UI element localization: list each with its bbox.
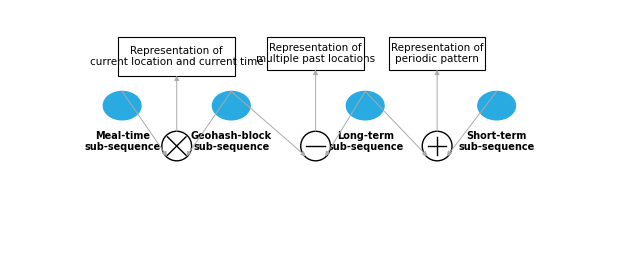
FancyBboxPatch shape (268, 37, 364, 70)
FancyBboxPatch shape (388, 37, 486, 70)
Text: Meal-time
sub-sequence: Meal-time sub-sequence (84, 131, 160, 152)
Ellipse shape (478, 91, 515, 120)
Ellipse shape (212, 91, 250, 120)
Text: Representation of
periodic pattern: Representation of periodic pattern (391, 42, 483, 64)
Text: Representation of
current location and current time: Representation of current location and c… (90, 46, 264, 67)
Ellipse shape (162, 131, 191, 161)
Text: Representation of
multiple past locations: Representation of multiple past location… (256, 42, 375, 64)
FancyBboxPatch shape (118, 37, 235, 76)
Ellipse shape (346, 91, 384, 120)
Ellipse shape (103, 91, 141, 120)
Ellipse shape (301, 131, 330, 161)
Ellipse shape (422, 131, 452, 161)
Text: Long-term
sub-sequence: Long-term sub-sequence (327, 131, 403, 152)
Text: Short-term
sub-sequence: Short-term sub-sequence (458, 131, 535, 152)
Text: Geohash-block
sub-sequence: Geohash-block sub-sequence (191, 131, 272, 152)
